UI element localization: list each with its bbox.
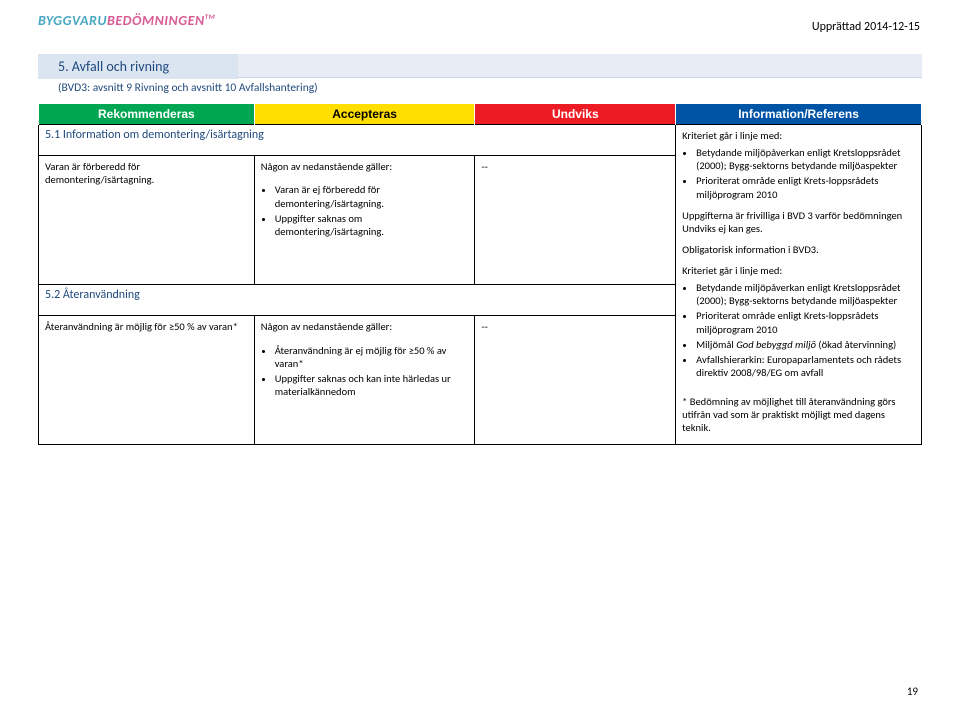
table-header-row: Rekommenderas Accepteras Undviks Informa… [39, 104, 922, 125]
info-lead-1: Kriteriet går i linje med: [682, 129, 915, 142]
acc2-b2: Uppgifter saknas och kan inte härledas u… [275, 372, 469, 398]
row-5-1-title: 5.1 Information om demontering/isärtagni… [39, 125, 676, 156]
row-5-1-header: 5.1 Information om demontering/isärtagni… [39, 125, 922, 156]
cell-5-2-rec: Återanvändning är möjlig för ≥50 % av va… [39, 316, 255, 445]
info-list-2: Betydande miljöpåverkan enligt Kretslopp… [682, 281, 915, 379]
logo-tm: TM [205, 12, 216, 21]
acc1-b2: Uppgifter saknas om demontering/isärtagn… [275, 212, 469, 238]
cell-5-2-und: -- [475, 316, 676, 445]
section-title: 5. Avfall och rivning [38, 54, 238, 79]
acc-list-1: Varan är ej förberedd för demontering/is… [261, 183, 469, 238]
acc2-b1: Återanvändning är ej möjlig för ≥50 % av… [275, 344, 469, 370]
criteria-table: Rekommenderas Accepteras Undviks Informa… [38, 103, 922, 445]
cell-5-1-und: -- [475, 156, 676, 285]
logo-p2: BEDÖMNINGEN [107, 12, 205, 29]
header-date: Upprättad 2014-12-15 [812, 20, 920, 34]
page-number: 19 [907, 685, 918, 698]
row-5-2-title: 5.2 Återanvändning [39, 285, 676, 316]
col-information: Information/Referens [676, 104, 922, 125]
col-accepteras: Accepteras [254, 104, 475, 125]
info-top-2: Obligatorisk information i BVD3. [682, 243, 915, 256]
info-list-1: Betydande miljöpåverkan enligt Kretslopp… [682, 146, 915, 201]
info2-b4: Avfallshierarkin: Europaparlamentets och… [696, 353, 915, 379]
info2-b2: Prioriterat område enligt Krets-loppsråd… [696, 309, 915, 335]
section-rule [238, 54, 922, 78]
cell-5-1-acc: Någon av nedanstående gäller: Varan är e… [254, 156, 475, 285]
acc1-b1: Varan är ej förberedd för demontering/is… [275, 183, 469, 209]
info-b1: Betydande miljöpåverkan enligt Kretslopp… [696, 146, 915, 172]
cell-5-1-rec: Varan är förberedd för demontering/isärt… [39, 156, 255, 285]
acc-lead-2: Någon av nedanstående gäller: [261, 320, 392, 333]
info-footnote: * Bedömning av möjlighet till återanvänd… [682, 395, 915, 434]
cell-5-2-acc: Någon av nedanstående gäller: Återanvänd… [254, 316, 475, 445]
info2-b3: Miljömål God bebyggd miljö (ökad återvin… [696, 338, 915, 351]
acc-lead-1: Någon av nedanstående gäller: [261, 160, 392, 173]
col-rekommenderas: Rekommenderas [39, 104, 255, 125]
acc-list-2: Återanvändning är ej möjlig för ≥50 % av… [261, 344, 469, 399]
info-cell: Kriteriet går i linje med: Betydande mil… [676, 125, 922, 445]
info2-b1: Betydande miljöpåverkan enligt Kretslopp… [696, 281, 915, 307]
section-title-row: 5. Avfall och rivning [38, 54, 922, 79]
info-b2: Prioriterat område enligt Krets-loppsråd… [696, 174, 915, 200]
col-undviks: Undviks [475, 104, 676, 125]
logo-p1: BYGGVARU [38, 12, 107, 29]
info-lead-2: Kriteriet går i linje med: [682, 264, 915, 277]
logo: BYGGVARUBEDÖMNINGENTM [38, 12, 215, 29]
info-tail-1: Uppgifterna är frivilliga i BVD 3 varför… [682, 209, 915, 235]
section-subtitle: (BVD3: avsnitt 9 Rivning och avsnitt 10 … [38, 79, 922, 103]
